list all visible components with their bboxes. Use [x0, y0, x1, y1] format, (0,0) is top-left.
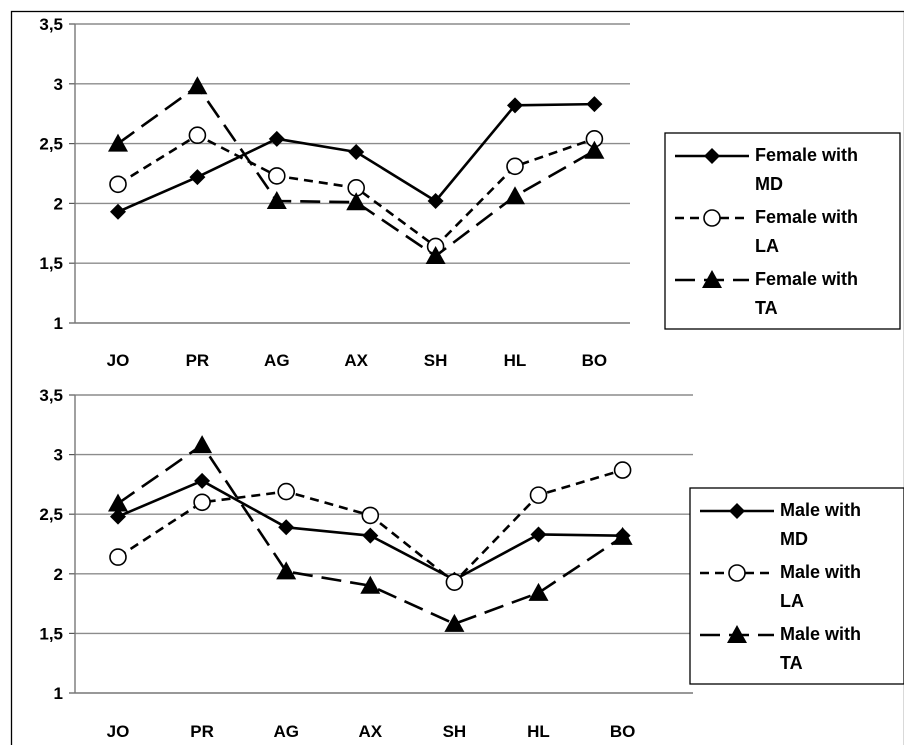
data-point: [108, 493, 128, 512]
data-point: [109, 175, 127, 194]
legend-box: [689, 487, 904, 685]
data-point: [505, 186, 525, 205]
data-point: [187, 76, 208, 95]
x-tick-label: SH: [424, 351, 448, 370]
data-point: [278, 519, 295, 536]
legend-entry-label: LA: [780, 591, 804, 611]
y-tick-label: 2,5: [39, 135, 63, 154]
data-point: [194, 472, 211, 489]
legend-entry-label: Male with: [780, 500, 861, 520]
data-point: [445, 573, 464, 591]
legend-swatch-marker: [728, 564, 746, 582]
data-point: [192, 435, 213, 454]
data-point: [346, 192, 367, 211]
legend-entry-label: MD: [780, 529, 808, 549]
x-tick-label: SH: [443, 722, 467, 741]
y-tick-label: 2,5: [39, 505, 63, 524]
data-point: [276, 561, 297, 580]
legend-swatch-marker: [727, 625, 747, 643]
legend-swatch-marker: [702, 270, 722, 288]
legend-entry-label: MD: [755, 174, 783, 194]
legend-entry-label: TA: [755, 298, 778, 318]
legend-swatch-marker: [704, 148, 720, 164]
figure-border: [10, 10, 904, 745]
x-tick-label: JO: [107, 351, 130, 370]
y-tick-label: 1: [54, 314, 63, 333]
data-point: [506, 157, 524, 176]
data-point: [612, 526, 633, 545]
y-tick-label: 3: [54, 446, 63, 465]
legend-box: [664, 132, 901, 330]
y-tick-label: 3,5: [39, 15, 63, 34]
y-tick-label: 1,5: [39, 624, 63, 643]
y-tick-label: 3: [54, 75, 63, 94]
x-tick-label: AX: [344, 351, 368, 370]
x-tick-label: AG: [273, 722, 299, 741]
data-point: [108, 133, 128, 152]
data-point: [613, 461, 632, 479]
x-tick-label: PR: [186, 351, 210, 370]
data-point: [444, 613, 465, 632]
y-tick-label: 1,5: [39, 254, 63, 273]
x-tick-label: BO: [582, 351, 608, 370]
series-1: [110, 96, 603, 220]
x-tick-label: JO: [107, 722, 130, 741]
data-point: [361, 506, 380, 525]
data-point: [266, 191, 287, 210]
data-point: [109, 548, 127, 566]
y-tick-label: 2: [54, 194, 63, 213]
data-point: [193, 493, 211, 512]
data-point: [507, 97, 523, 114]
series-line: [117, 468, 623, 584]
series-3: [108, 76, 605, 265]
x-tick-label: HL: [527, 722, 550, 741]
x-tick-label: AX: [358, 722, 382, 741]
data-point: [268, 130, 285, 147]
legend-swatch-marker: [703, 209, 721, 227]
legend-entry-label: Male with: [780, 562, 861, 582]
series-3: [108, 435, 633, 632]
legend-entry-label: LA: [755, 236, 779, 256]
data-point: [348, 143, 365, 160]
series-line: [117, 84, 596, 258]
x-tick-label: HL: [504, 351, 527, 370]
legend-entry-label: Male with: [780, 624, 861, 644]
data-point: [529, 486, 548, 504]
data-point: [189, 169, 206, 186]
data-point: [425, 246, 446, 265]
legend-swatch-marker: [729, 503, 745, 519]
data-point: [188, 126, 207, 145]
data-point: [277, 482, 296, 501]
data-point: [584, 140, 605, 159]
series-2: [109, 461, 632, 591]
data-point: [267, 167, 286, 185]
y-tick-label: 1: [54, 684, 63, 703]
data-point: [528, 582, 549, 601]
legend-entry-label: Female with: [755, 207, 858, 227]
data-point: [427, 193, 444, 210]
legend: Male with MD Male with LA Male with TA: [689, 487, 904, 685]
data-point: [360, 575, 381, 594]
x-tick-label: BO: [610, 722, 636, 741]
y-tick-label: 2: [54, 565, 63, 584]
data-point: [586, 96, 603, 113]
data-point: [110, 203, 126, 220]
x-tick-label: AG: [264, 351, 290, 370]
legend: Female with MD Female with LA Female with TA: [664, 132, 901, 330]
legend-entry-label: TA: [780, 653, 803, 673]
y-tick-label: 3,5: [39, 386, 63, 405]
legend-entry-label: Female with: [755, 145, 858, 165]
data-point: [110, 508, 126, 525]
legend-entry-label: Female with: [755, 269, 858, 289]
data-point: [530, 526, 547, 543]
x-tick-label: PR: [190, 722, 214, 741]
data-point: [362, 527, 379, 544]
